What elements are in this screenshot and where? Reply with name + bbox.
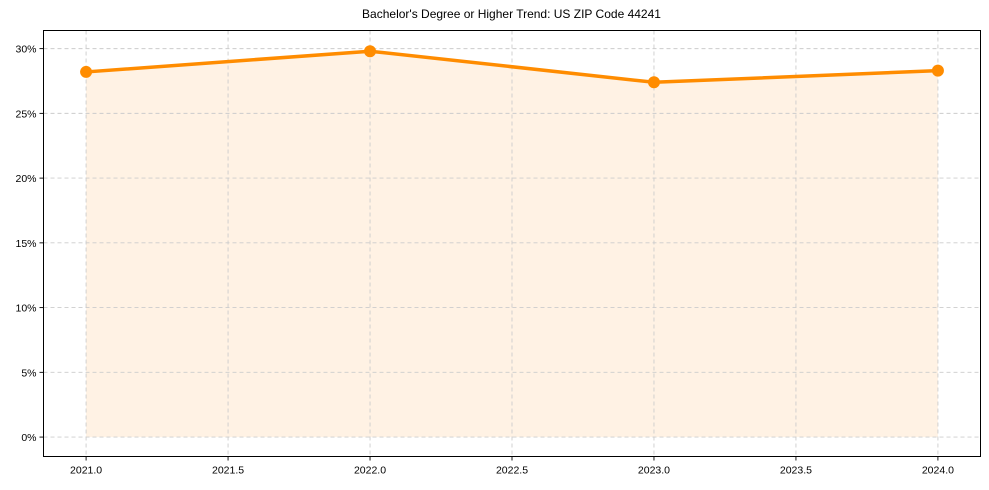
series-line xyxy=(84,49,940,85)
data-point-marker xyxy=(931,64,944,77)
y-tick-label: 20% xyxy=(15,173,36,185)
x-tick-label: 2022.0 xyxy=(354,465,386,477)
data-point-marker xyxy=(80,65,93,78)
data-markers xyxy=(80,45,944,89)
x-tick-label: 2024.0 xyxy=(922,465,954,477)
x-tick-label: 2022.5 xyxy=(496,465,528,477)
x-tick-label: 2021.5 xyxy=(212,465,244,477)
x-tick-label: 2023.5 xyxy=(780,465,812,477)
data-line xyxy=(84,49,940,85)
y-tick-label: 15% xyxy=(15,238,36,250)
y-tick-label: 10% xyxy=(15,303,36,315)
data-point-marker xyxy=(364,45,377,58)
x-tick-label: 2021.0 xyxy=(70,465,102,477)
x-axis-ticks: 2021.0 2021.5 2022.0 2022.5 2023.0 2023.5 2024… xyxy=(70,456,954,477)
y-tick-label: 5% xyxy=(21,367,36,379)
y-tick-label: 25% xyxy=(15,108,36,120)
gridlines xyxy=(43,30,981,457)
chart-title: Bachelor's Degree or Higher Trend: US ZI… xyxy=(362,7,661,21)
y-axis-ticks: 0% 5% 10% 15% 20% 25% 30% xyxy=(15,44,44,444)
y-tick-label: 30% xyxy=(15,44,36,56)
y-tick-label: 0% xyxy=(21,432,36,444)
x-tick-label: 2023.0 xyxy=(638,465,670,477)
data-point-marker xyxy=(647,76,660,89)
